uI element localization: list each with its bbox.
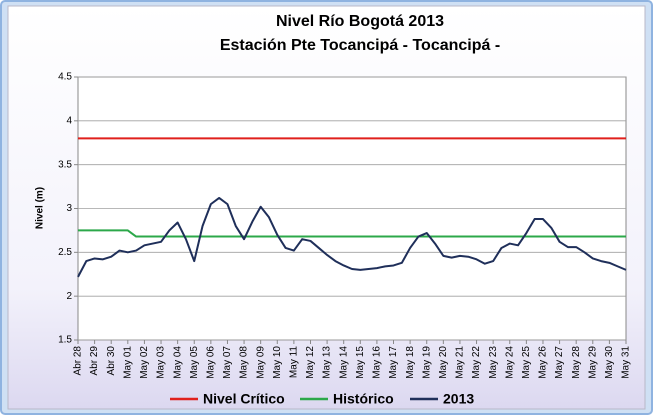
x-tick-label: Abr 29 [89, 346, 100, 376]
x-tick-label: May 11 [289, 346, 300, 378]
x-tick-label: Abr 30 [106, 346, 117, 376]
x-tick-label: May 04 [172, 346, 183, 379]
chart-title: Nivel Río Bogotá 2013 [276, 13, 444, 30]
legend-label: Nivel Crítico [203, 391, 285, 407]
y-tick-label: 2 [66, 291, 72, 302]
x-tick-label: May 21 [455, 346, 466, 379]
x-tick-label: May 28 [571, 346, 582, 379]
y-tick-label: 3 [66, 203, 72, 214]
x-tick-label: May 05 [189, 346, 200, 379]
x-tick-label: May 20 [438, 346, 449, 379]
legend-label: 2013 [443, 391, 474, 407]
x-tick-label: May 16 [372, 346, 383, 379]
x-tick-label: May 10 [272, 346, 283, 379]
x-tick-label: May 06 [205, 346, 216, 379]
y-tick-label: 3.5 [58, 159, 72, 170]
x-tick-label: May 23 [488, 346, 499, 379]
legend-label: Histórico [333, 391, 394, 407]
x-tick-label: May 03 [156, 346, 167, 379]
x-tick-label: May 29 [587, 346, 598, 379]
x-tick-label: May 31 [621, 346, 632, 379]
y-tick-label: 4.5 [58, 72, 72, 83]
x-tick-label: May 30 [604, 346, 615, 379]
x-tick-label: May 12 [305, 346, 316, 379]
x-tick-label: May 14 [338, 346, 349, 379]
x-tick-label: May 15 [355, 346, 366, 379]
x-tick-label: May 19 [421, 346, 432, 379]
series-line [77, 196, 627, 278]
x-tick-label: May 25 [521, 346, 532, 379]
x-tick-label: May 18 [405, 346, 416, 379]
y-axis-label: Nivel (m) [35, 187, 46, 229]
x-tick-label: May 22 [471, 346, 482, 379]
y-tick-label: 1.5 [58, 335, 72, 346]
x-tick-label: May 13 [322, 346, 333, 379]
series-line [78, 229, 626, 238]
x-tick-label: May 08 [239, 346, 250, 379]
x-tick-label: May 17 [388, 346, 399, 379]
y-tick-label: 2.5 [58, 247, 72, 258]
chart-subtitle: Estación Pte Tocancipá - Tocancipá - [220, 37, 500, 54]
x-tick-label: May 26 [538, 346, 549, 379]
x-tick-label: May 24 [504, 346, 515, 379]
x-tick-label: May 02 [139, 346, 150, 379]
x-tick-label: May 01 [122, 346, 133, 379]
x-tick-label: Abr 28 [73, 346, 84, 376]
x-tick-label: May 09 [255, 346, 266, 379]
x-tick-label: May 07 [222, 346, 233, 379]
y-tick-label: 4 [66, 115, 72, 126]
x-tick-label: May 27 [554, 346, 565, 379]
